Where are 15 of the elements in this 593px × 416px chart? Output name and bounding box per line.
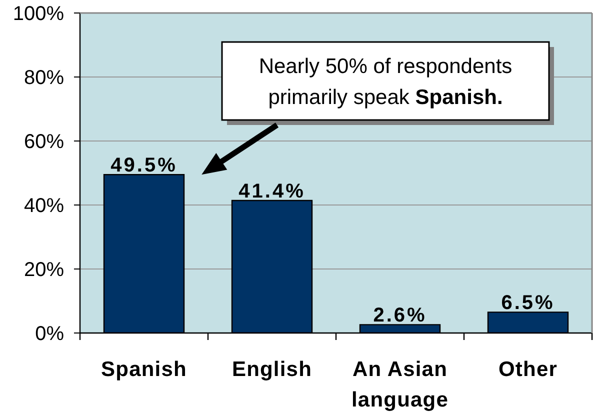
y-tick-label: 0% [35, 323, 64, 346]
data-label: 6.5% [501, 292, 555, 314]
data-label: 49.5% [110, 154, 178, 177]
text: Nearly 50% of respondents primarily speak Spanish. [258, 55, 512, 109]
x-tick-label: Spanish [101, 358, 187, 381]
x-tick-label: An Asian language [352, 358, 448, 412]
x-tick-label: Other [498, 358, 558, 381]
x-tick-label: English [232, 358, 312, 381]
data-label: 2.6% [373, 304, 427, 327]
y-tick-label: 60% [24, 131, 64, 154]
y-tick-label: 40% [24, 195, 64, 218]
y-tick-label: 20% [24, 259, 64, 282]
y-tick-label: 100% [12, 3, 64, 26]
y-tick-label: 80% [24, 67, 64, 90]
data-label: 41.4% [238, 180, 306, 203]
